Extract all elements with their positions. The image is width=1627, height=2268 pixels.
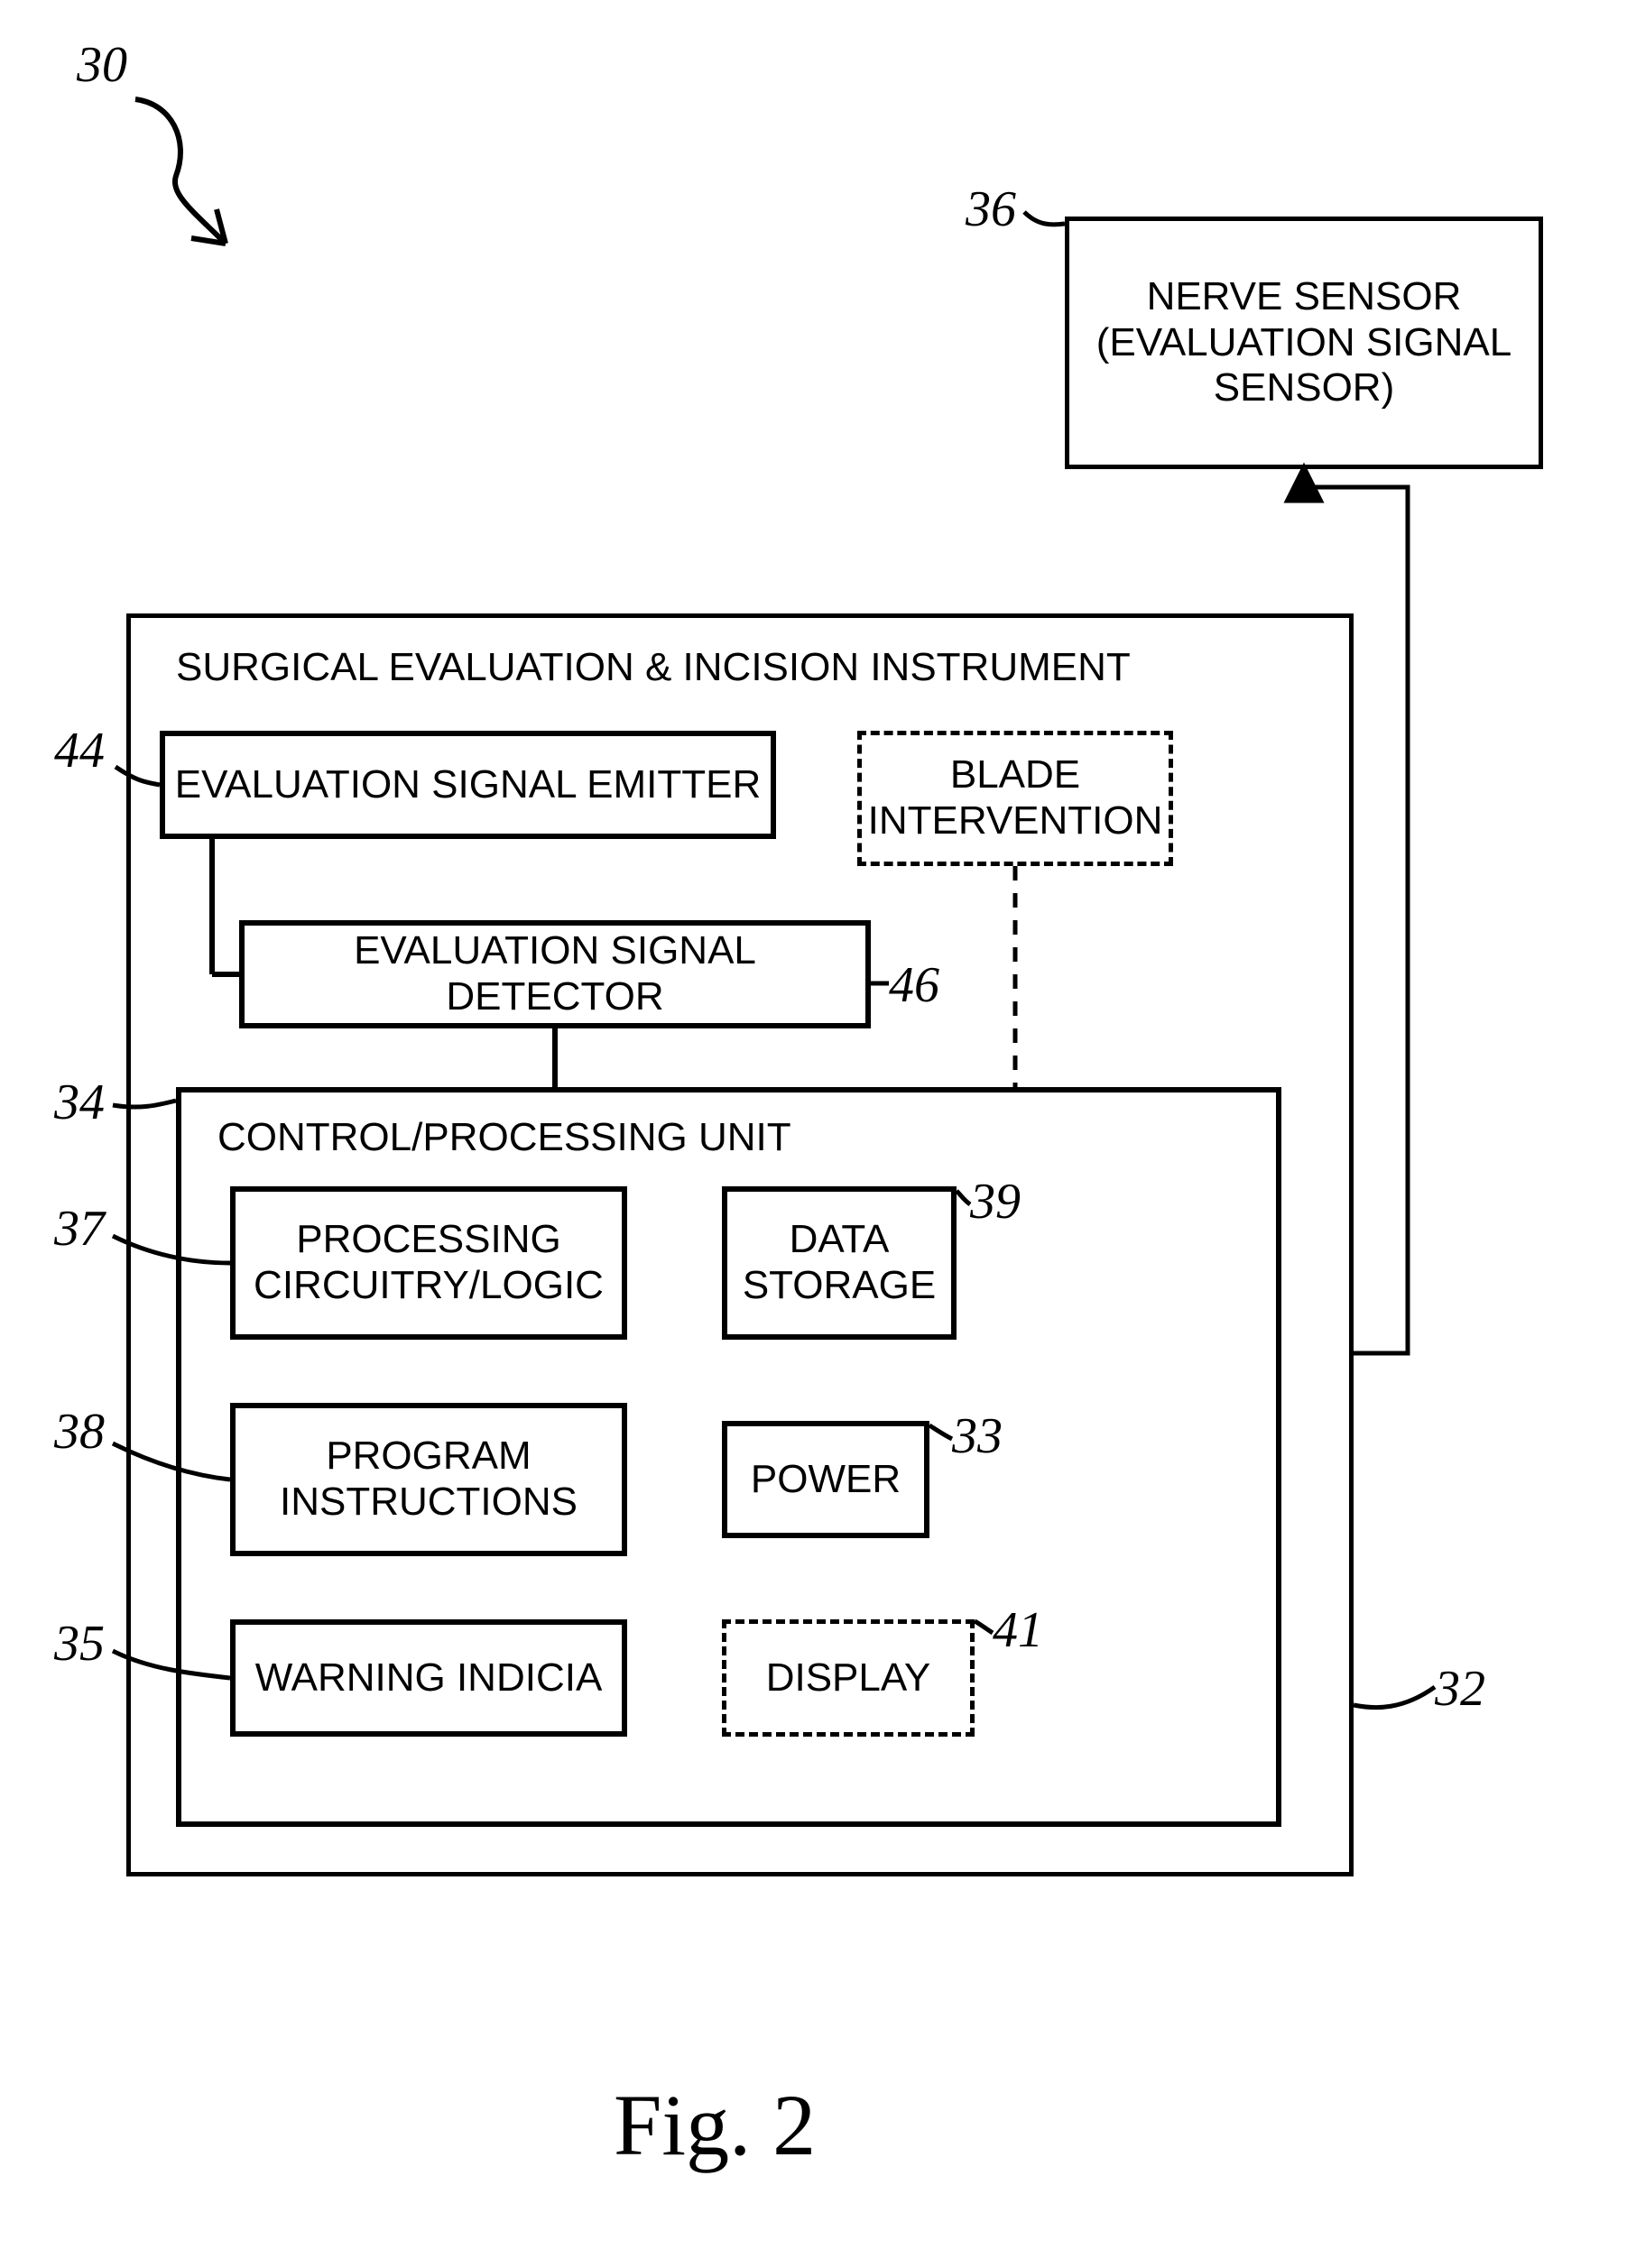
ref-46: 46	[889, 956, 939, 1014]
ref-36: 36	[966, 180, 1016, 238]
program-instructions-text: PROGRAM INSTRUCTIONS	[280, 1434, 578, 1525]
evaluation-signal-detector-box: EVALUATION SIGNAL DETECTOR	[239, 920, 871, 1028]
ref-44: 44	[54, 722, 105, 779]
display-box: DISPLAY	[722, 1619, 975, 1737]
processing-circuitry-text: PROCESSING CIRCUITRY/LOGIC	[254, 1217, 604, 1308]
nerve-sensor-box: NERVE SENSOR (EVALUATION SIGNAL SENSOR)	[1065, 217, 1543, 469]
ref-34: 34	[54, 1074, 105, 1131]
evaluation-signal-emitter-box: EVALUATION SIGNAL EMITTER	[160, 731, 776, 839]
ref-41: 41	[993, 1601, 1043, 1659]
warning-indicia-box: WARNING INDICIA	[230, 1619, 627, 1737]
instrument-title: SURGICAL EVALUATION & INCISION INSTRUMEN…	[176, 645, 1131, 690]
diagram-stage: NERVE SENSOR (EVALUATION SIGNAL SENSOR) …	[0, 0, 1627, 2268]
ref-39: 39	[970, 1173, 1021, 1231]
warning-indicia-text: WARNING INDICIA	[255, 1655, 603, 1701]
ref-37: 37	[54, 1200, 105, 1258]
blade-intervention-text: BLADE INTERVENTION	[868, 752, 1163, 844]
evaluation-signal-detector-text: EVALUATION SIGNAL DETECTOR	[245, 928, 865, 1019]
ref-38: 38	[54, 1403, 105, 1461]
program-instructions-box: PROGRAM INSTRUCTIONS	[230, 1403, 627, 1556]
evaluation-signal-emitter-text: EVALUATION SIGNAL EMITTER	[175, 762, 762, 808]
power-box: POWER	[722, 1421, 929, 1538]
control-processing-unit-title: CONTROL/PROCESSING UNIT	[217, 1115, 791, 1160]
display-text: DISPLAY	[766, 1655, 931, 1701]
data-storage-text: DATA STORAGE	[743, 1217, 936, 1308]
ref-35: 35	[54, 1615, 105, 1673]
ref-30: 30	[77, 36, 127, 94]
power-text: POWER	[751, 1457, 901, 1503]
processing-circuitry-box: PROCESSING CIRCUITRY/LOGIC	[230, 1186, 627, 1340]
figure-caption: Fig. 2	[614, 2075, 816, 2175]
ref-32: 32	[1435, 1660, 1485, 1718]
nerve-sensor-text: NERVE SENSOR (EVALUATION SIGNAL SENSOR)	[1096, 274, 1511, 411]
ref-33: 33	[952, 1407, 1003, 1465]
blade-intervention-box: BLADE INTERVENTION	[857, 731, 1173, 866]
data-storage-box: DATA STORAGE	[722, 1186, 957, 1340]
